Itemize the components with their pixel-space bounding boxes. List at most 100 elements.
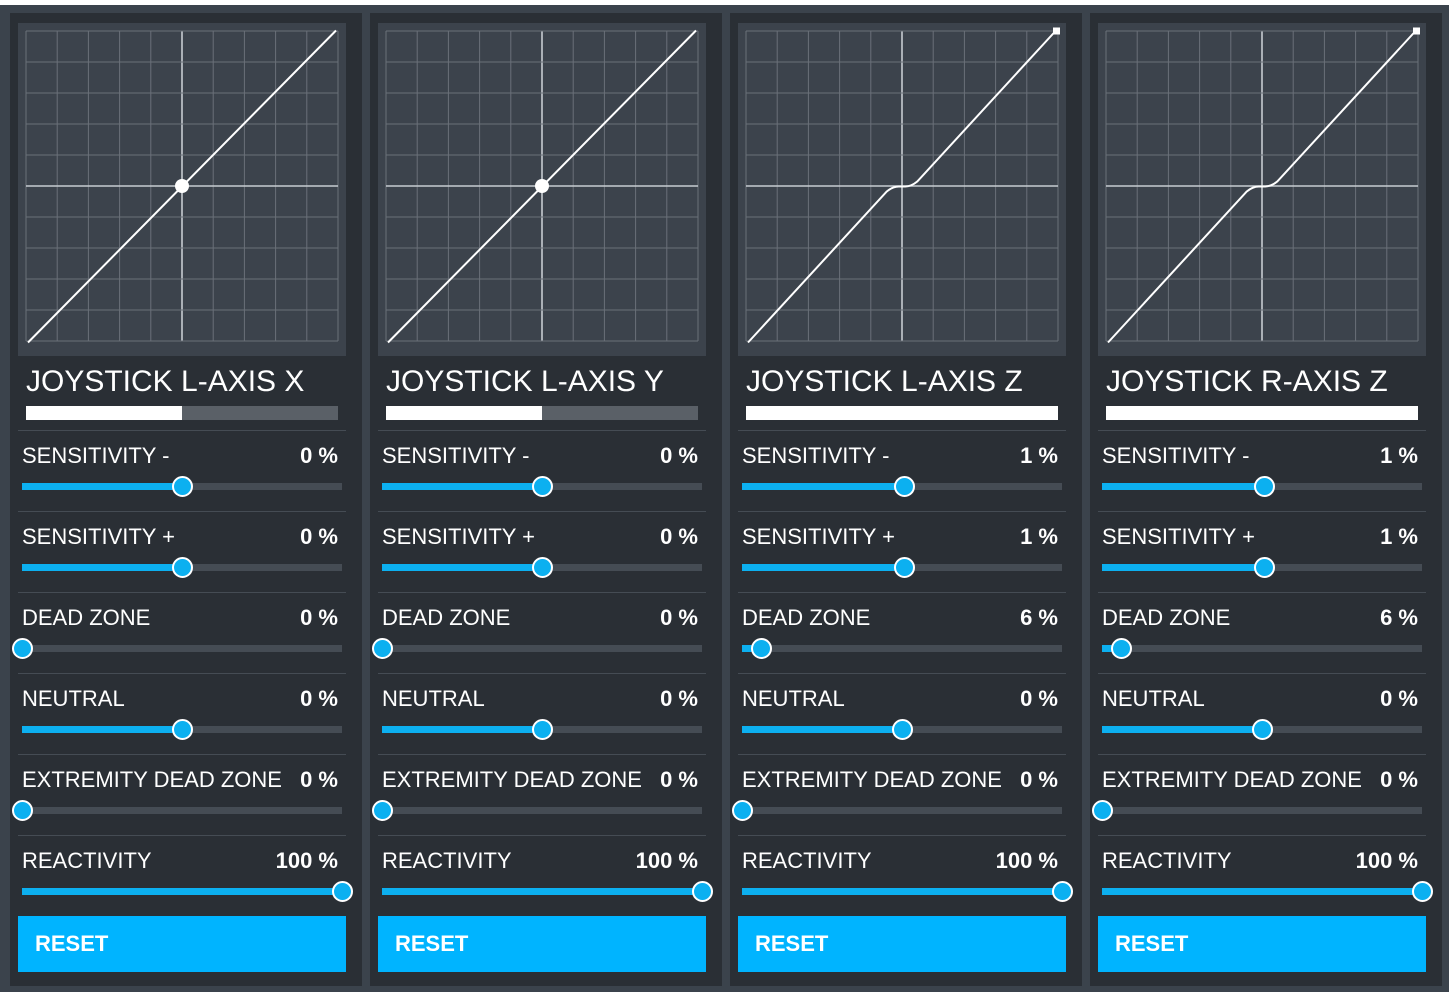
axis-title: JOYSTICK L-AXIS Y — [386, 365, 664, 398]
slider-fill — [22, 564, 182, 571]
slider-knob[interactable] — [893, 476, 915, 497]
slider-track[interactable] — [1102, 557, 1422, 578]
response-curve-svg — [25, 29, 339, 344]
slider-label: SENSITIVITY + — [22, 524, 176, 549]
slider-knob[interactable] — [532, 557, 553, 578]
sensitivity-minus-slider-row: SENSITIVITY - 0 % — [378, 430, 706, 511]
slider-label: EXTREMITY DEAD ZONE — [22, 767, 282, 792]
slider-knob[interactable] — [532, 719, 553, 740]
slider-track[interactable] — [372, 800, 702, 821]
slider-track[interactable] — [742, 476, 1062, 497]
extremity-dead-zone-slider-row: EXTREMITY DEAD ZONE 0 % — [12, 754, 346, 835]
slider-track[interactable] — [382, 557, 702, 578]
slider-knob[interactable] — [372, 638, 393, 659]
slider-track[interactable] — [372, 638, 702, 659]
slider-track[interactable] — [1102, 476, 1422, 497]
slider-label: DEAD ZONE — [22, 605, 151, 630]
neutral-slider-row: NEUTRAL 0 % — [738, 673, 1066, 754]
sensitivity-plus-slider-row: SENSITIVITY + 1 % — [738, 511, 1066, 592]
slider-value: 100 % — [635, 848, 698, 873]
slider-label: REACTIVITY — [1102, 848, 1232, 873]
slider-knob[interactable] — [1111, 638, 1133, 659]
slider-track[interactable] — [732, 800, 1062, 821]
axis-panel-l-axis-y: JOYSTICK L-AXIS Y SENSITIVITY - 0 % SENSI… — [370, 13, 722, 986]
sensitivity-minus-slider-row: SENSITIVITY - 0 % — [18, 430, 346, 511]
slider-value: 0 % — [660, 767, 698, 792]
axis-output-bar-fill — [386, 406, 542, 420]
slider-label: REACTIVITY — [382, 848, 512, 873]
slider-label: REACTIVITY — [742, 848, 872, 873]
response-curve-line — [747, 29, 1057, 344]
slider-value: 0 % — [660, 443, 698, 468]
slider-track[interactable] — [1102, 638, 1422, 659]
sensitivity-plus-slider-row: SENSITIVITY + 0 % — [18, 511, 346, 592]
slider-track[interactable] — [742, 719, 1062, 740]
slider-knob[interactable] — [692, 881, 713, 902]
slider-track[interactable] — [1102, 881, 1433, 902]
slider-label: SENSITIVITY + — [742, 524, 896, 549]
slider-value: 100 % — [995, 848, 1058, 873]
slider-knob[interactable] — [892, 719, 913, 740]
slider-fill — [1102, 483, 1264, 490]
slider-track[interactable] — [12, 800, 342, 821]
slider-track[interactable] — [1102, 719, 1422, 740]
reset-button[interactable]: RESET — [378, 916, 706, 972]
response-curve-graph — [738, 23, 1066, 356]
slider-knob[interactable] — [732, 800, 753, 821]
slider-knob[interactable] — [12, 800, 33, 821]
slider-knob[interactable] — [1092, 800, 1113, 821]
slider-track[interactable] — [22, 881, 353, 902]
slider-knob[interactable] — [372, 800, 393, 821]
slider-knob[interactable] — [1052, 881, 1073, 902]
response-curve-graph — [18, 23, 346, 356]
slider-track[interactable] — [22, 557, 342, 578]
slider-track[interactable] — [742, 638, 1062, 659]
slider-knob[interactable] — [172, 476, 193, 497]
slider-knob[interactable] — [532, 476, 553, 497]
reset-button[interactable]: RESET — [1098, 916, 1426, 972]
slider-fill — [22, 483, 182, 490]
slider-track[interactable] — [22, 476, 342, 497]
slider-knob[interactable] — [1253, 557, 1275, 578]
slider-track[interactable] — [742, 881, 1073, 902]
slider-knob[interactable] — [332, 881, 353, 902]
slider-knob[interactable] — [893, 557, 915, 578]
slider-label: SENSITIVITY - — [382, 443, 530, 468]
slider-knob[interactable] — [751, 638, 773, 659]
slider-fill — [382, 483, 542, 490]
neutral-slider-row: NEUTRAL 0 % — [378, 673, 706, 754]
slider-value: 0 % — [1380, 767, 1418, 792]
slider-label: SENSITIVITY - — [1102, 443, 1250, 468]
axis-output-bar-fill — [1106, 406, 1418, 420]
slider-track[interactable] — [382, 476, 702, 497]
slider-knob[interactable] — [12, 638, 33, 659]
axis-title: JOYSTICK R-AXIS Z — [1106, 365, 1388, 398]
slider-value: 0 % — [300, 443, 338, 468]
slider-label: NEUTRAL — [22, 686, 125, 711]
slider-value: 6 % — [1380, 605, 1418, 630]
slider-track[interactable] — [12, 638, 342, 659]
reset-button[interactable]: RESET — [18, 916, 346, 972]
slider-track[interactable] — [22, 719, 342, 740]
sensitivity-plus-slider-row: SENSITIVITY + 1 % — [1098, 511, 1426, 592]
curve-center-point — [175, 179, 189, 193]
curve-center-point — [535, 179, 549, 193]
slider-knob[interactable] — [172, 719, 193, 740]
reset-button[interactable]: RESET — [738, 916, 1066, 972]
curve-endpoint-marker — [1053, 27, 1060, 35]
slider-value: 0 % — [300, 686, 338, 711]
slider-track[interactable] — [1092, 800, 1422, 821]
slider-knob[interactable] — [1412, 881, 1433, 902]
slider-value: 0 % — [300, 605, 338, 630]
slider-label: EXTREMITY DEAD ZONE — [382, 767, 642, 792]
slider-knob[interactable] — [172, 557, 193, 578]
slider-fill — [742, 564, 904, 571]
slider-knob[interactable] — [1252, 719, 1273, 740]
axis-panel-r-axis-z: JOYSTICK R-AXIS Z SENSITIVITY - 1 % SENSI… — [1090, 13, 1442, 986]
slider-track[interactable] — [742, 557, 1062, 578]
slider-knob[interactable] — [1253, 476, 1275, 497]
axis-title: JOYSTICK L-AXIS Z — [746, 365, 1023, 398]
slider-track[interactable] — [382, 719, 702, 740]
slider-track[interactable] — [382, 881, 713, 902]
slider-fill — [742, 483, 904, 490]
